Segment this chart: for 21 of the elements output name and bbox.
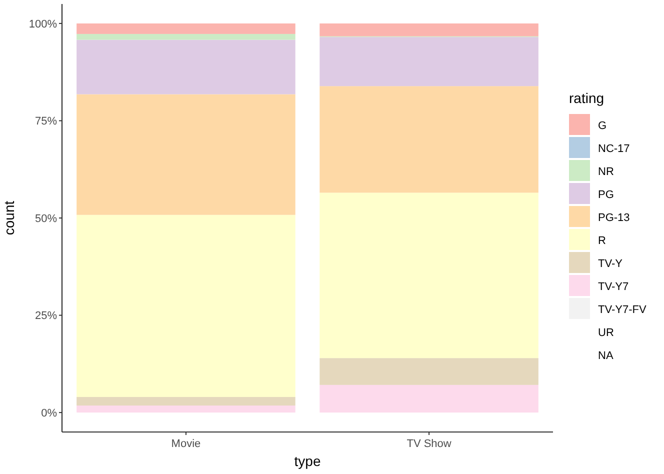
x-tick-label: TV Show (406, 438, 452, 450)
text: NA (598, 350, 614, 362)
y-tick-label: 100% (28, 18, 58, 30)
y-tick-label: 50% (34, 212, 58, 225)
x-axis-title: type (294, 453, 321, 469)
legend-label: G (598, 120, 607, 132)
legend-label: R (598, 234, 606, 247)
legend-label: PG (598, 188, 614, 201)
legend-label: PG-13 (598, 212, 630, 224)
legend-label: NR (598, 166, 614, 178)
legend-label: TV-Y7-FV (598, 304, 647, 316)
y-tick-label: 25% (34, 310, 58, 322)
legend-label: NC-17 (598, 142, 630, 155)
y-tick-label: 75% (34, 116, 58, 128)
legend-title: rating (569, 90, 604, 106)
text: UR (598, 326, 614, 339)
legend-label: TV-Y (598, 258, 624, 270)
legend-label: TV-Y7 (598, 280, 629, 293)
y-tick-label: 0% (41, 407, 58, 420)
x-tick-label: Movie (171, 438, 201, 450)
y-axis-title: count (1, 200, 17, 236)
